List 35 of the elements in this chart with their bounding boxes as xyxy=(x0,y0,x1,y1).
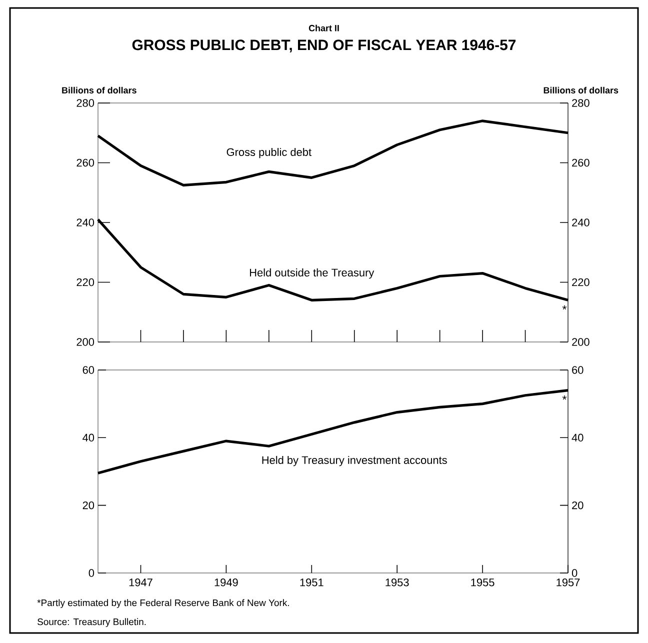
y2-axis-title: Billions of dollars xyxy=(544,86,618,94)
source-note: Source: Treasury Bulletin. xyxy=(38,618,146,628)
y-tick-label: 260 xyxy=(76,158,94,167)
x-tick-label: 1957 xyxy=(556,578,580,586)
y2-tick-label: 260 xyxy=(572,158,590,167)
text: *Partly estimated by the Federal Reserve Bank of New York. xyxy=(37,599,289,608)
y2-tick-label: 220 xyxy=(572,278,590,286)
y2-tick-label: 40 xyxy=(572,434,584,442)
y-tick-label: 240 xyxy=(76,218,94,226)
y-tick-label: 280 xyxy=(76,99,94,107)
y-tick-label: 40 xyxy=(82,434,94,442)
series-label: Gross public debt xyxy=(226,148,312,158)
series-label: Held outside the Treasury xyxy=(250,268,374,279)
y2-tick-label: 20 xyxy=(572,501,584,510)
x-tick-label: 1949 xyxy=(214,578,238,586)
annotation: * xyxy=(562,305,567,310)
x-tick-label: 1955 xyxy=(471,578,494,586)
y2-tick-label: 0 xyxy=(572,569,578,577)
y-axis-title: Billions of dollars xyxy=(62,86,136,94)
y-tick-label: 20 xyxy=(82,501,94,510)
x-tick-label: 1951 xyxy=(300,578,324,586)
y2-tick-label: 60 xyxy=(572,366,584,374)
chart-title: GROSS PUBLIC DEBT, END OF FISCAL YEAR 1946-57 xyxy=(132,40,516,52)
annotation: * xyxy=(562,395,567,400)
y-tick-label: 60 xyxy=(82,366,94,374)
y2-tick-label: 280 xyxy=(572,99,590,107)
y2-tick-label: 240 xyxy=(572,218,590,226)
chart-subtitle: Chart II xyxy=(308,24,339,32)
y2-tick-label: 200 xyxy=(572,338,590,346)
x-tick-label: 1947 xyxy=(129,578,152,586)
y-tick-label: 220 xyxy=(76,278,94,286)
x-tick-label: 1953 xyxy=(386,578,409,586)
y-tick-label: 0 xyxy=(88,569,94,577)
y-tick-label: 200 xyxy=(76,338,94,346)
series-label: Held by Treasury investment accounts xyxy=(262,456,447,466)
